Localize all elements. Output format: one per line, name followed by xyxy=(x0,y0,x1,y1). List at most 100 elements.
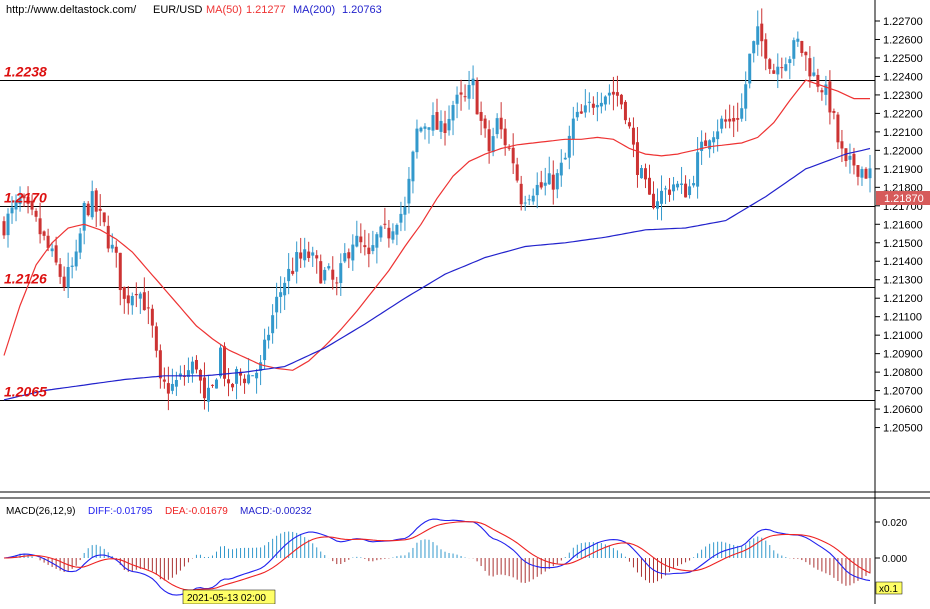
candle-body-82 xyxy=(331,269,335,280)
candle-body-86 xyxy=(347,252,351,259)
y-tick-label-16: 1.21100 xyxy=(883,312,922,324)
candle-body-126 xyxy=(507,147,511,149)
candle-body-63 xyxy=(255,372,259,379)
candle-body-61 xyxy=(247,374,251,384)
y-tick-label-3: 1.22400 xyxy=(883,71,923,83)
candle-body-189 xyxy=(760,23,764,42)
candle-body-43 xyxy=(174,379,178,387)
candle-body-59 xyxy=(239,371,243,376)
macd-scale-badge[interactable] xyxy=(875,581,903,595)
candle-body-115 xyxy=(463,96,467,98)
candle-body-119 xyxy=(479,111,483,121)
candle-body-152 xyxy=(611,91,615,95)
candle-body-60 xyxy=(243,378,247,384)
candle-body-47 xyxy=(190,361,194,374)
candle-body-204 xyxy=(820,90,824,93)
candle-body-33 xyxy=(134,293,138,296)
candle-body-37 xyxy=(150,308,154,326)
candle-body-6 xyxy=(26,196,30,204)
candle-body-148 xyxy=(595,104,599,108)
candle-body-91 xyxy=(367,247,371,255)
candle-body-172 xyxy=(692,183,696,186)
candle-body-146 xyxy=(587,101,591,103)
candle-body-207 xyxy=(832,111,836,113)
candle-body-184 xyxy=(740,108,744,119)
candle-body-50 xyxy=(202,377,206,399)
candle-body-197 xyxy=(792,40,796,59)
candle-body-141 xyxy=(567,135,571,158)
ma200-label: MA(200) xyxy=(293,4,335,16)
candle-body-20 xyxy=(82,202,86,231)
candle-body-195 xyxy=(784,64,788,71)
candle-body-10 xyxy=(42,231,46,236)
candle-body-8 xyxy=(34,210,38,217)
candle-body-153 xyxy=(615,92,619,96)
ma200-line xyxy=(3,147,871,401)
candle-body-150 xyxy=(603,96,607,105)
candle-body-170 xyxy=(684,183,688,198)
candle-body-194 xyxy=(780,67,784,69)
price-level-label-2: 1.2126 xyxy=(4,271,47,287)
candle-body-159 xyxy=(639,168,643,179)
candle-body-103 xyxy=(415,128,419,153)
candle-body-19 xyxy=(78,233,82,253)
candle-body-1 xyxy=(6,213,10,236)
candle-body-101 xyxy=(407,178,411,204)
macd-scale-text: x0.1 xyxy=(879,584,898,595)
candle-body-75 xyxy=(303,249,307,261)
candle-body-173 xyxy=(696,152,700,187)
price-panel[interactable] xyxy=(0,0,875,492)
candle-body-11 xyxy=(46,235,50,248)
candle-body-70 xyxy=(283,282,287,296)
candle-body-114 xyxy=(459,92,463,95)
candle-body-96 xyxy=(387,227,391,239)
candle-body-40 xyxy=(162,379,166,382)
candle-body-191 xyxy=(768,59,772,69)
candle-body-202 xyxy=(812,72,816,76)
candle-body-16 xyxy=(66,267,70,288)
candle-body-54 xyxy=(219,347,223,377)
y-tick-label-20: 1.20700 xyxy=(883,386,923,398)
candle-body-157 xyxy=(631,127,635,145)
candle-body-211 xyxy=(848,155,852,160)
candle-body-35 xyxy=(142,292,146,311)
candle-body-34 xyxy=(138,293,142,299)
y-tick-label-12: 1.21500 xyxy=(883,238,923,250)
candle-body-177 xyxy=(712,137,716,143)
candle-body-145 xyxy=(583,105,587,113)
candle-body-36 xyxy=(146,307,150,309)
price-level-labels: 1.2238 1.2170 1.2126 1.2065 xyxy=(4,64,47,400)
candle-body-129 xyxy=(519,183,523,205)
candle-body-65 xyxy=(263,339,267,361)
candle-body-73 xyxy=(295,252,299,272)
candle-body-52 xyxy=(210,384,214,386)
candle-body-215 xyxy=(864,168,868,179)
candle-body-205 xyxy=(824,84,828,95)
candle-body-125 xyxy=(503,128,507,146)
candle-body-122 xyxy=(491,136,495,153)
candle-body-14 xyxy=(58,264,62,277)
candle-body-30 xyxy=(122,286,126,299)
candle-body-212 xyxy=(852,153,856,166)
candle-body-62 xyxy=(251,375,255,377)
price-level-lines xyxy=(0,80,875,401)
candle-body-192 xyxy=(772,70,776,74)
y-tick-label-18: 1.20900 xyxy=(883,349,923,361)
y-tick-label-1: 1.22600 xyxy=(883,34,923,46)
candle-body-175 xyxy=(704,140,708,147)
candle-body-80 xyxy=(323,269,327,281)
candle-body-140 xyxy=(563,157,567,160)
candle-body-21 xyxy=(86,203,90,216)
candle-body-84 xyxy=(339,263,343,284)
candle-body-100 xyxy=(403,206,407,215)
candle-body-87 xyxy=(351,244,355,261)
price-level-label-3: 1.2065 xyxy=(4,384,47,400)
candle-body-23 xyxy=(94,190,98,212)
candle-body-29 xyxy=(118,252,122,291)
candle-body-74 xyxy=(299,252,303,259)
candle-body-109 xyxy=(439,120,443,132)
current-price-value: 1.21870 xyxy=(884,193,924,205)
candle-body-9 xyxy=(38,218,42,235)
